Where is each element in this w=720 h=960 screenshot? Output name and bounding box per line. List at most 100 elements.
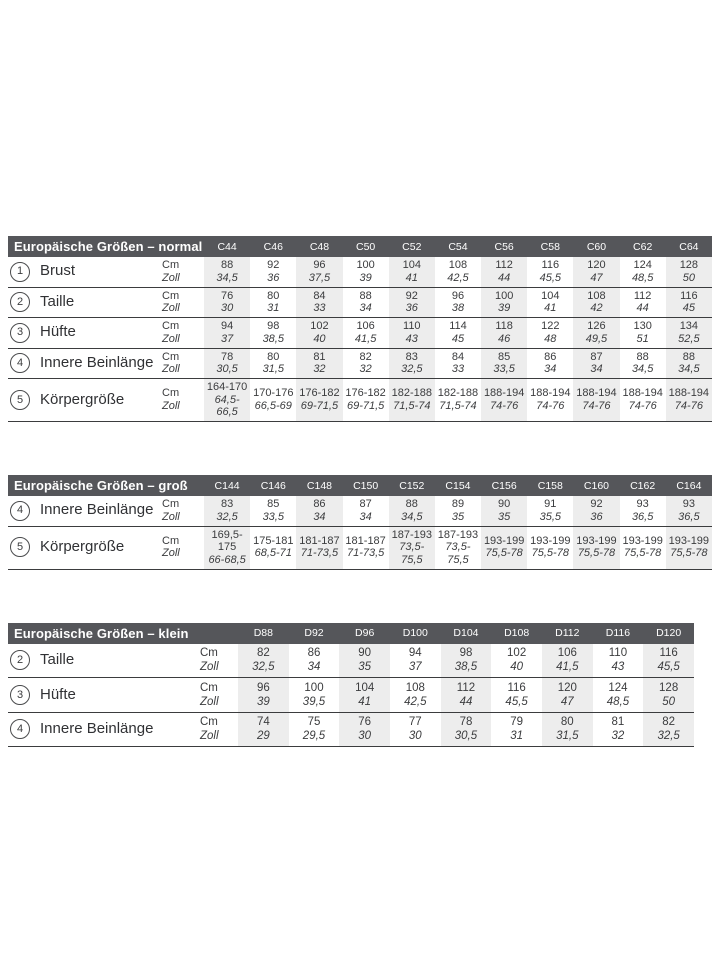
value-zoll: 50 bbox=[682, 271, 695, 284]
measurement-row: 4 Innere Beinlänge Cm Zoll 83 32,5 85 33,5 86 34 8… bbox=[8, 496, 712, 527]
measurement-label-cell: 4 Innere Beinlänge bbox=[8, 348, 153, 379]
measurement-label: Taille bbox=[40, 651, 75, 668]
value-cell: 93 36,5 bbox=[619, 496, 666, 527]
value-cell: 90 35 bbox=[481, 496, 528, 527]
value-cell: 77 30 bbox=[389, 712, 441, 747]
value-zoll: 33,5 bbox=[262, 510, 284, 523]
value-cm: 181-187 bbox=[299, 534, 340, 547]
unit-cell: Cm Zoll bbox=[148, 287, 205, 318]
value-zoll: 75,5-78 bbox=[623, 547, 662, 560]
measurement-number-badge: 4 bbox=[10, 353, 30, 373]
value-cell: 94 37 bbox=[204, 317, 251, 349]
value-cell: 80 31,5 bbox=[541, 712, 593, 747]
value-zoll: 30 bbox=[408, 730, 422, 742]
value-cell: 102 40 bbox=[296, 317, 343, 349]
value-cell: 175-181 68,5-71 bbox=[250, 526, 297, 570]
value-cell: 80 31,5 bbox=[250, 348, 297, 379]
value-cell: 91 35,5 bbox=[527, 496, 574, 527]
value-cm: 88 bbox=[636, 350, 649, 363]
value-cm: 164-170 bbox=[206, 381, 248, 393]
unit-label-cm: Cm bbox=[200, 647, 218, 659]
value-cell: 116 45,5 bbox=[527, 257, 574, 288]
value-cm: 84 bbox=[313, 289, 326, 302]
value-cell: 193-199 75,5-78 bbox=[573, 526, 620, 570]
value-cm: 130 bbox=[633, 320, 652, 332]
value-cell: 78 30,5 bbox=[204, 348, 251, 379]
value-cm: 82 bbox=[662, 716, 676, 728]
unit-label-cm: Cm bbox=[162, 289, 180, 302]
value-zoll: 48,5 bbox=[631, 271, 654, 284]
value-zoll: 30,5 bbox=[454, 730, 478, 742]
size-column-header: C56 bbox=[481, 236, 528, 257]
value-zoll: 69-71,5 bbox=[346, 399, 385, 412]
value-zoll: 34,5 bbox=[631, 363, 654, 375]
value-zoll: 32,5 bbox=[216, 510, 238, 523]
value-cm: 94 bbox=[220, 320, 234, 332]
value-zoll: 47 bbox=[560, 695, 574, 708]
value-cell: 82 32 bbox=[342, 348, 389, 379]
value-cm: 182-188 bbox=[391, 387, 432, 400]
value-cell: 85 33,5 bbox=[250, 496, 297, 527]
value-cm: 116 bbox=[680, 289, 698, 302]
value-cell: 88 34 bbox=[342, 287, 389, 318]
value-zoll: 42 bbox=[590, 302, 603, 314]
size-chart-page: Europäische Größen – normal C44 C46 C48 C50 C… bbox=[8, 236, 712, 747]
measurement-number-badge: 2 bbox=[10, 292, 30, 312]
measurement-number-badge: 5 bbox=[10, 537, 30, 558]
value-cm: 92 bbox=[405, 289, 418, 302]
measurement-row: 4 Innere Beinlänge Cm Zoll 78 30,5 80 31,5 81 32 8… bbox=[8, 348, 712, 379]
value-zoll: 36,5 bbox=[631, 510, 654, 523]
size-column-header: D96 bbox=[339, 622, 390, 644]
value-cell: 80 31 bbox=[250, 287, 297, 318]
measurement-row: 2 Taille Cm Zoll 76 30 80 31 84 33 88 34 92 36 96 38 100… bbox=[8, 287, 712, 318]
size-column-header: D120 bbox=[643, 622, 694, 644]
measurement-row: 5 Körpergröße Cm Zoll 169,5-175 66-68,5 175-18… bbox=[8, 526, 712, 570]
value-cell: 79 31 bbox=[491, 712, 542, 747]
value-cell: 92 36 bbox=[573, 496, 620, 527]
value-cell: 88 34,5 bbox=[665, 348, 712, 379]
unit-label-zoll: Zoll bbox=[162, 363, 180, 375]
value-cm: 77 bbox=[408, 716, 422, 728]
value-cell: 96 37,5 bbox=[296, 257, 343, 288]
value-cm: 187-193 bbox=[391, 528, 432, 541]
measurement-label: Hüfte bbox=[40, 323, 76, 341]
unit-cell: Cm Zoll bbox=[148, 348, 205, 379]
value-cell: 88 34,5 bbox=[204, 257, 251, 288]
value-cell: 92 36 bbox=[388, 287, 435, 318]
value-cm: 188-194 bbox=[483, 387, 525, 400]
value-zoll: 41 bbox=[358, 695, 372, 708]
value-cm: 94 bbox=[408, 647, 422, 659]
value-cell: 182-188 71,5-74 bbox=[434, 378, 482, 422]
size-column-header: C144 bbox=[204, 475, 251, 496]
value-cm: 188-194 bbox=[668, 387, 710, 400]
value-cm: 124 bbox=[633, 259, 652, 271]
value-zoll: 37 bbox=[408, 661, 422, 673]
measurement-row: 2 Taille Cm Zoll 82 32,5 86 34 90 35 94 37 98 38,5 102… bbox=[8, 643, 694, 678]
value-zoll: 35 bbox=[358, 661, 372, 673]
value-cell: 104 41 bbox=[339, 677, 390, 713]
value-zoll: 32,5 bbox=[252, 661, 275, 673]
value-zoll: 44 bbox=[498, 271, 511, 284]
size-column-header: C64 bbox=[665, 236, 712, 257]
table-title: Europäische Größen – klein bbox=[8, 622, 239, 644]
value-cm: 181-187 bbox=[345, 534, 386, 547]
value-zoll: 36 bbox=[405, 302, 418, 314]
value-cm: 96 bbox=[451, 289, 465, 302]
value-cell: 92 36 bbox=[250, 257, 297, 288]
measurement-label: Körpergröße bbox=[40, 390, 125, 408]
value-cell: 84 33 bbox=[434, 348, 482, 379]
value-cm: 118 bbox=[495, 320, 513, 332]
value-zoll: 66-68,5 bbox=[208, 553, 246, 566]
value-cm: 104 bbox=[541, 289, 560, 302]
value-cm: 108 bbox=[587, 289, 606, 302]
value-cell: 86 34 bbox=[527, 348, 574, 379]
table-title: Europäische Größen – normal bbox=[8, 236, 205, 257]
value-cm: 108 bbox=[448, 259, 468, 271]
value-cell: 114 45 bbox=[434, 317, 482, 349]
value-cm: 79 bbox=[510, 716, 524, 728]
measurement-row: 3 Hüfte Cm Zoll 96 39 100 39,5 104 41 108 42,5 112 44… bbox=[8, 677, 694, 713]
value-cell: 188-194 74-76 bbox=[573, 378, 620, 422]
measurement-number-badge: 4 bbox=[10, 719, 30, 739]
size-table-klein: Europäische Größen – klein D88 D92 D96 D100 D… bbox=[8, 622, 694, 748]
value-cm: 85 bbox=[267, 498, 280, 510]
